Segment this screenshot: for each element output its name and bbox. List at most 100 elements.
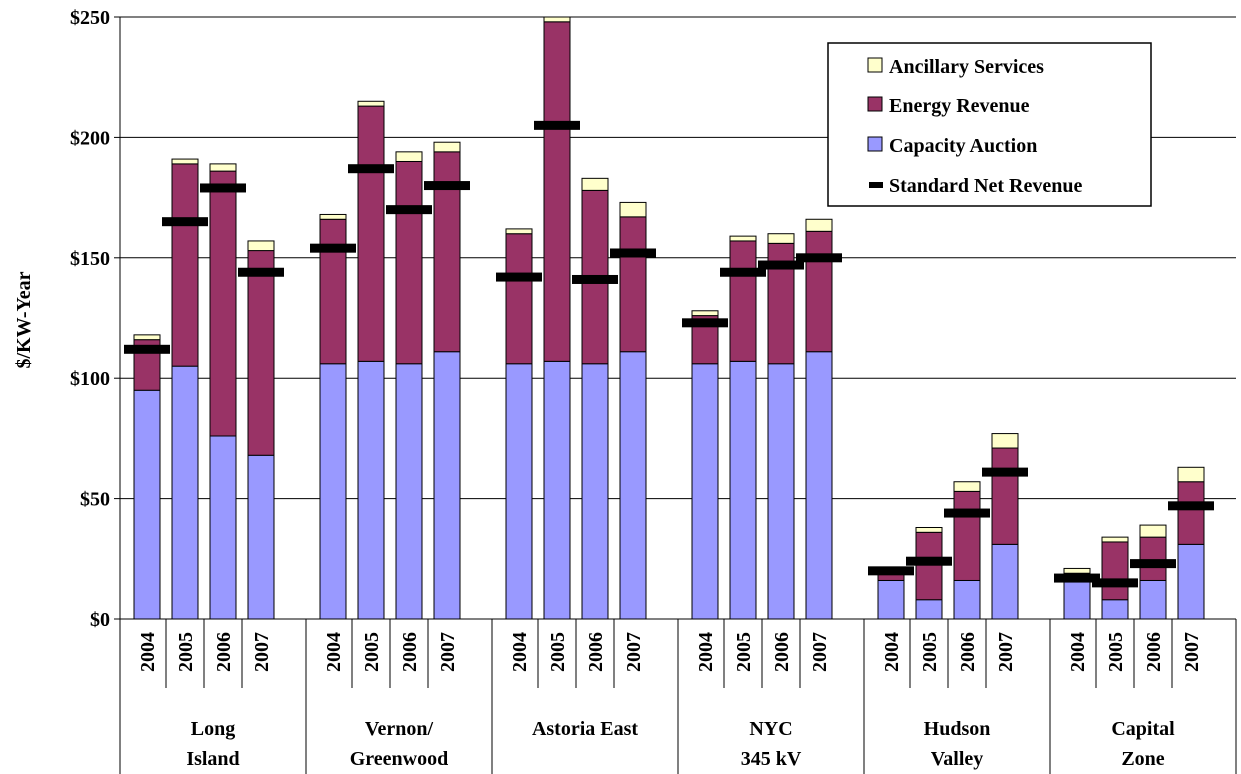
bar-ancillary-services	[357, 100, 385, 107]
bar-capacity-auction	[915, 599, 943, 620]
bar-ancillary-services	[991, 433, 1019, 449]
x-tick-label-year: 2004	[881, 632, 903, 672]
net-revenue-marker	[610, 248, 656, 258]
net-revenue-marker	[124, 344, 170, 354]
bar-capacity-auction	[1063, 579, 1091, 620]
bar-ancillary-services	[805, 218, 833, 232]
net-revenue-marker	[1130, 559, 1176, 569]
bar-energy-revenue	[1139, 536, 1167, 581]
bar-energy-revenue	[1177, 481, 1205, 545]
net-revenue-marker	[1168, 501, 1214, 511]
bar-ancillary-services	[505, 228, 533, 235]
y-tick-label: $50	[80, 489, 110, 511]
standard-net-revenue-markers	[124, 120, 1214, 588]
net-revenue-marker	[162, 217, 208, 227]
net-revenue-marker	[238, 267, 284, 277]
net-revenue-marker	[720, 267, 766, 277]
x-category-label: Hudson	[924, 718, 991, 740]
bar-capacity-auction	[433, 351, 461, 620]
bar-ancillary-services	[209, 163, 237, 172]
x-tick-label-year: 2007	[1181, 632, 1203, 672]
bar-ancillary-services	[319, 213, 347, 220]
bar-capacity-auction	[581, 363, 609, 620]
x-category-label: 345 kV	[741, 748, 802, 770]
x-tick-label-year: 2007	[809, 632, 831, 672]
y-tick-label: $200	[70, 127, 110, 149]
legend-swatch-capacity-auction	[867, 136, 883, 152]
bar-energy-revenue	[319, 218, 347, 365]
x-category-label: Astoria East	[532, 718, 638, 740]
bar-capacity-auction	[171, 365, 199, 620]
bar-capacity-auction	[209, 435, 237, 620]
net-revenue-marker	[200, 183, 246, 193]
x-tick-label-year: 2005	[733, 632, 755, 672]
net-revenue-marker	[758, 260, 804, 270]
y-tick-label: $0	[90, 609, 110, 631]
net-revenue-marker	[1092, 578, 1138, 588]
x-tick-label-year: 2006	[399, 632, 421, 672]
bar-energy-revenue	[543, 21, 571, 362]
bar-capacity-auction	[319, 363, 347, 620]
net-revenue-marker	[944, 508, 990, 518]
bar-capacity-auction	[247, 454, 275, 620]
y-axis-label: $/KW-Year	[13, 271, 35, 368]
x-category-label: Valley	[931, 748, 984, 770]
x-tick-label-year: 2007	[995, 632, 1017, 672]
bar-energy-revenue	[209, 170, 237, 437]
x-tick-label-year: 2004	[323, 632, 345, 672]
bar-capacity-auction	[1101, 599, 1129, 620]
legend-swatch-energy-revenue	[867, 96, 883, 112]
x-category-label: Capital	[1111, 718, 1175, 740]
bar-capacity-auction	[805, 351, 833, 620]
bar-capacity-auction	[877, 579, 905, 620]
net-revenue-marker	[310, 243, 356, 253]
bars	[133, 16, 1205, 620]
net-revenue-marker	[1054, 573, 1100, 583]
net-revenue-marker	[906, 556, 952, 566]
bar-capacity-auction	[729, 360, 757, 620]
bar-capacity-auction	[543, 360, 571, 620]
bar-capacity-auction	[1139, 579, 1167, 620]
x-tick-label-year: 2004	[1067, 632, 1089, 672]
bar-capacity-auction	[619, 351, 647, 620]
bar-energy-revenue	[505, 233, 533, 365]
bar-ancillary-services	[1101, 536, 1129, 543]
x-tick-label-year: 2007	[623, 632, 645, 672]
bar-capacity-auction	[395, 363, 423, 620]
y-tick-labels: $0 $50 $100 $150 $200 $250	[70, 7, 110, 631]
bar-energy-revenue	[805, 230, 833, 353]
bar-ancillary-services	[247, 240, 275, 252]
y-tick-label: $150	[70, 248, 110, 270]
bar-ancillary-services	[543, 16, 571, 23]
x-tick-label-year: 2007	[437, 632, 459, 672]
x-tick-label-year: 2005	[175, 632, 197, 672]
bar-ancillary-services	[581, 177, 609, 191]
x-tick-label-year: 2005	[919, 632, 941, 672]
legend-label: Ancillary Services	[889, 56, 1044, 78]
net-revenue-marker	[868, 566, 914, 576]
bar-ancillary-services	[1177, 466, 1205, 483]
net-revenue-marker	[496, 272, 542, 282]
x-tick-label-year: 2005	[547, 632, 569, 672]
bar-energy-revenue	[953, 490, 981, 581]
bar-ancillary-services	[691, 310, 719, 317]
y-tick-label: $100	[70, 368, 110, 390]
legend-swatch-net-revenue	[869, 182, 883, 188]
bar-ancillary-services	[395, 151, 423, 162]
bar-ancillary-services	[433, 141, 461, 153]
net-revenue-marker	[682, 318, 728, 328]
x-tick-label-year: 2007	[251, 632, 273, 672]
bar-capacity-auction	[133, 389, 161, 620]
bar-ancillary-services	[915, 526, 943, 533]
legend-label: Capacity Auction	[889, 135, 1037, 157]
x-tick-label-year: 2006	[1143, 632, 1165, 672]
net-revenue-marker	[572, 274, 618, 284]
bar-energy-revenue	[915, 531, 943, 601]
bar-energy-revenue	[395, 160, 423, 365]
bar-energy-revenue	[247, 250, 275, 456]
bar-energy-revenue	[619, 216, 647, 353]
x-category-label: Vernon/	[365, 718, 434, 740]
bar-energy-revenue	[1101, 541, 1129, 601]
bar-ancillary-services	[953, 481, 981, 492]
legend: Ancillary Services Energy Revenue Capacity…	[827, 42, 1152, 207]
